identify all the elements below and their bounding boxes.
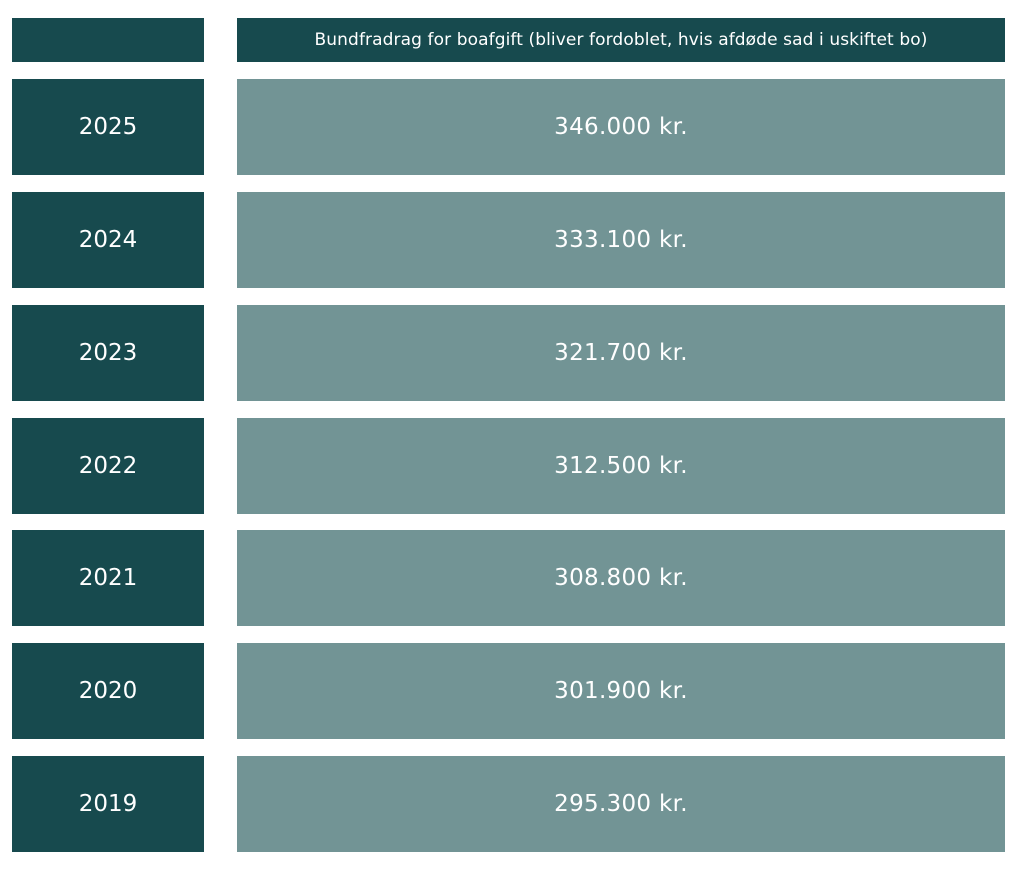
amount-cell-2023: 321.700 kr. xyxy=(237,305,1005,401)
amount-cell-2024: 333.100 kr. xyxy=(237,192,1005,288)
amount-cell-2019: 295.300 kr. xyxy=(237,756,1005,852)
year-cell-2024: 2024 xyxy=(12,192,204,288)
year-cell-2020: 2020 xyxy=(12,643,204,739)
amount-cell-2020: 301.900 kr. xyxy=(237,643,1005,739)
amount-cell-2025: 346.000 kr. xyxy=(237,79,1005,175)
amount-cell-2022: 312.500 kr. xyxy=(237,418,1005,514)
year-cell-2019: 2019 xyxy=(12,756,204,852)
header-empty-cell xyxy=(12,18,204,62)
amount-cell-2021: 308.800 kr. xyxy=(237,530,1005,626)
year-cell-2022: 2022 xyxy=(12,418,204,514)
year-cell-2023: 2023 xyxy=(12,305,204,401)
year-cell-2021: 2021 xyxy=(12,530,204,626)
column-header: Bundfradrag for boafgift (bliver fordobl… xyxy=(237,18,1005,62)
year-cell-2025: 2025 xyxy=(12,79,204,175)
